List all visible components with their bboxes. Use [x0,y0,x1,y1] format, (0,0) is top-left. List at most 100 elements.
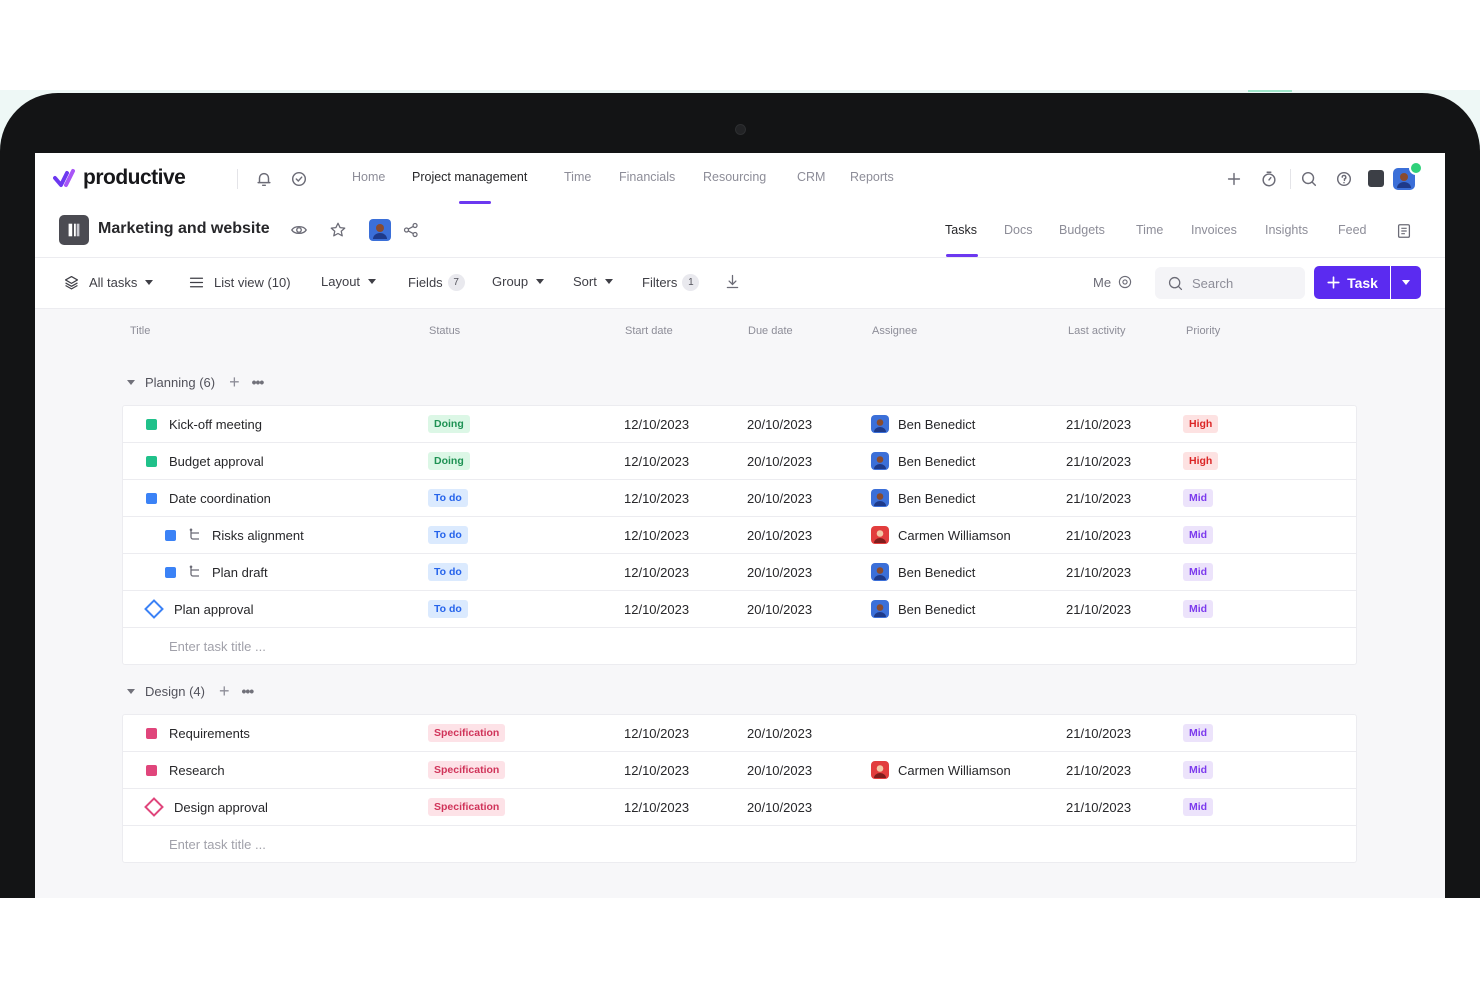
column-header-assignee[interactable]: Assignee [872,325,918,337]
org-icon[interactable] [1368,170,1384,187]
tab-feed[interactable]: Feed [1338,223,1367,237]
my-tasks-button[interactable] [289,169,309,189]
tab-time[interactable]: Time [1136,223,1164,237]
column-header-due-date[interactable]: Due date [748,325,793,337]
tab-insights[interactable]: Insights [1265,223,1309,237]
priority-badge[interactable]: High [1183,452,1219,470]
help-button[interactable] [1334,169,1354,189]
due-date[interactable]: 20/10/2023 [747,527,813,543]
assignee-name[interactable]: Ben Benedict [898,601,976,617]
start-date[interactable]: 12/10/2023 [624,799,690,815]
export-button[interactable] [724,273,741,290]
new-task-row[interactable]: Enter task title ... [123,628,1356,664]
tab-tasks[interactable]: Tasks [945,223,977,237]
member-avatar[interactable] [369,219,391,241]
status-badge[interactable]: Doing [428,452,470,470]
status-badge[interactable]: Specification [428,761,506,779]
nav-financials[interactable]: Financials [619,170,676,184]
add-task-icon[interactable]: + [218,681,230,701]
table-row[interactable]: Date coordination To do 12/10/2023 20/10… [123,480,1356,517]
new-task-input[interactable]: Enter task title ... [169,638,266,654]
project-icon[interactable] [59,215,89,245]
group-header-planning[interactable]: Planning (6) + ••• [127,372,265,392]
new-task-button[interactable]: Task [1314,266,1390,299]
status-badge[interactable]: To do [428,526,468,544]
priority-badge[interactable]: Mid [1183,489,1214,507]
priority-badge[interactable]: Mid [1183,761,1214,779]
priority-badge[interactable]: Mid [1183,563,1214,581]
table-row[interactable]: Risks alignment To do 12/10/2023 20/10/2… [123,517,1356,554]
table-row[interactable]: Requirements Specification 12/10/2023 20… [123,715,1356,752]
me-filter-button[interactable]: Me [1093,274,1133,290]
column-header-start-date[interactable]: Start date [625,325,673,337]
task-title[interactable]: Risks alignment [212,527,304,543]
assignee-name[interactable]: Ben Benedict [898,453,976,469]
start-date[interactable]: 12/10/2023 [624,527,690,543]
project-details-button[interactable] [1394,221,1414,241]
nav-project-management[interactable]: Project management [412,170,528,184]
assignee-name[interactable]: Ben Benedict [898,564,976,580]
task-title[interactable]: Kick-off meeting [169,416,262,432]
table-row[interactable]: Plan approval To do 12/10/2023 20/10/202… [123,591,1356,628]
watch-button[interactable] [289,220,309,240]
table-row[interactable]: Budget approval Doing 12/10/2023 20/10/2… [123,443,1356,480]
status-badge[interactable]: To do [428,489,468,507]
column-header-title[interactable]: Title [130,325,151,337]
favorite-button[interactable] [328,220,348,240]
new-task-row[interactable]: Enter task title ... [123,826,1356,862]
due-date[interactable]: 20/10/2023 [747,799,813,815]
add-task-icon[interactable]: + [229,372,240,392]
timer-button[interactable] [1259,169,1279,189]
priority-badge[interactable]: Mid [1183,600,1214,618]
tab-docs[interactable]: Docs [1004,223,1033,237]
group-dropdown[interactable]: Group [492,274,545,289]
nav-reports[interactable]: Reports [850,170,894,184]
search-field[interactable] [1155,267,1305,299]
nav-crm[interactable]: CRM [797,170,826,184]
due-date[interactable]: 20/10/2023 [747,725,813,741]
start-date[interactable]: 12/10/2023 [624,453,690,469]
start-date[interactable]: 12/10/2023 [624,725,690,741]
all-tasks-dropdown[interactable]: All tasks [63,274,154,291]
task-title[interactable]: Requirements [169,725,250,741]
status-badge[interactable]: Doing [428,415,470,433]
priority-badge[interactable]: High [1183,415,1219,433]
due-date[interactable]: 20/10/2023 [747,601,813,617]
table-row[interactable]: Design approval Specification 12/10/2023… [123,789,1356,826]
due-date[interactable]: 20/10/2023 [747,453,813,469]
nav-resourcing[interactable]: Resourcing [703,170,767,184]
tab-budgets[interactable]: Budgets [1059,223,1105,237]
due-date[interactable]: 20/10/2023 [747,762,813,778]
new-task-dropdown[interactable] [1391,266,1421,299]
priority-badge[interactable]: Mid [1183,526,1214,544]
assignee-name[interactable]: Ben Benedict [898,490,976,506]
list-view-button[interactable]: List view (10) [188,274,291,291]
table-row[interactable]: Research Specification 12/10/2023 20/10/… [123,752,1356,789]
table-row[interactable]: Plan draft To do 12/10/2023 20/10/2023 B… [123,554,1356,591]
search-input[interactable] [1190,274,1294,292]
task-title[interactable]: Date coordination [169,490,271,506]
group-header-design[interactable]: Design (4) + ••• [127,681,254,701]
status-badge[interactable]: To do [428,563,468,581]
start-date[interactable]: 12/10/2023 [624,564,690,580]
table-row[interactable]: Kick-off meeting Doing 12/10/2023 20/10/… [123,406,1356,443]
start-date[interactable]: 12/10/2023 [624,490,690,506]
assignee-name[interactable]: Carmen Williamson [898,762,1011,778]
tab-invoices[interactable]: Invoices [1191,223,1237,237]
chevron-down-icon[interactable] [127,379,135,385]
logo[interactable]: productive [53,165,186,191]
priority-badge[interactable]: Mid [1183,724,1214,742]
task-title[interactable]: Research [169,762,225,778]
task-title[interactable]: Design approval [174,799,268,815]
more-options-icon[interactable]: ••• [251,374,265,390]
task-title[interactable]: Plan draft [212,564,268,580]
chevron-down-icon[interactable] [127,688,135,694]
sort-dropdown[interactable]: Sort [573,274,613,289]
global-search-button[interactable] [1299,169,1319,189]
new-task-input[interactable]: Enter task title ... [169,836,266,852]
due-date[interactable]: 20/10/2023 [747,564,813,580]
due-date[interactable]: 20/10/2023 [747,416,813,432]
fields-button[interactable]: Fields 7 [408,274,465,291]
user-avatar[interactable] [1393,168,1415,190]
share-button[interactable] [401,220,421,240]
